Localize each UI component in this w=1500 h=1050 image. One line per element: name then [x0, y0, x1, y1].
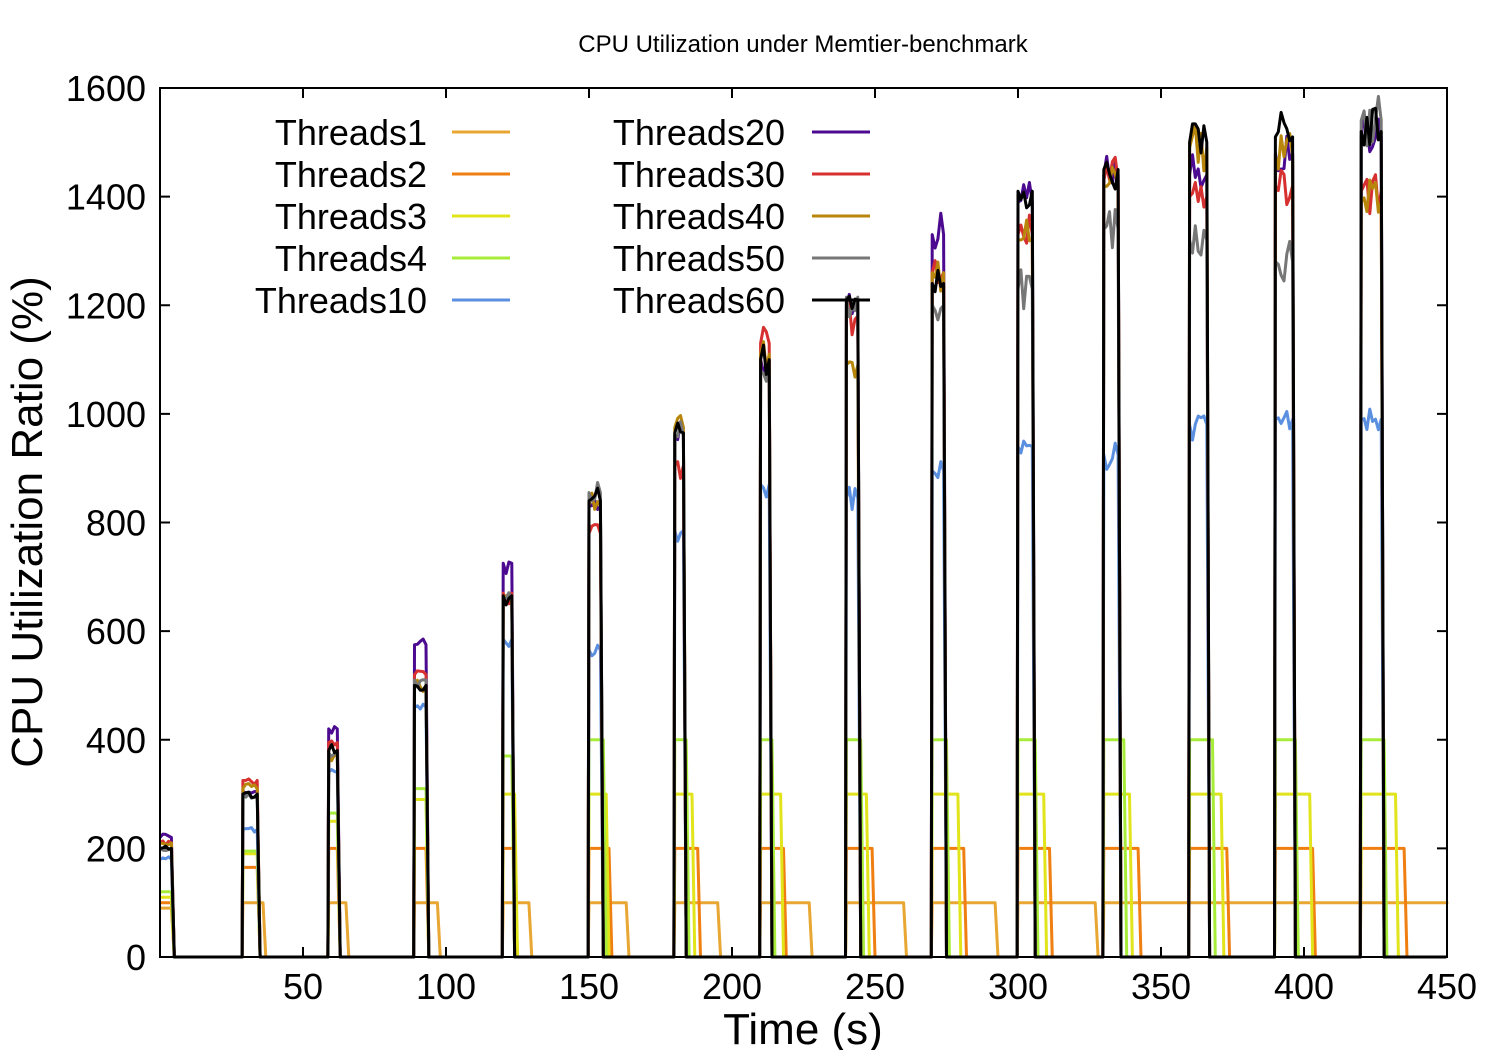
- y-tick-label: 1200: [66, 285, 146, 326]
- legend-label-threads60: Threads60: [613, 280, 785, 321]
- y-tick-label: 0: [126, 937, 146, 978]
- y-tick-label: 1600: [66, 68, 146, 109]
- y-tick-label: 400: [86, 720, 146, 761]
- chart-title: CPU Utilization under Memtier-benchmark: [578, 31, 1028, 58]
- x-tick-label: 200: [702, 966, 762, 1007]
- x-tick-label: 400: [1274, 966, 1334, 1007]
- legend-label-threads1: Threads1: [275, 112, 427, 153]
- x-tick-label: 100: [416, 966, 476, 1007]
- x-axis-label: Time (s): [723, 1005, 883, 1050]
- legend-label-threads30: Threads30: [613, 154, 785, 195]
- x-tick-label: 150: [559, 966, 619, 1007]
- series-lines: [158, 94, 1449, 959]
- legend-label-threads20: Threads20: [613, 112, 785, 153]
- y-tick-label: 800: [86, 503, 146, 544]
- plot-frame: [159, 87, 1448, 958]
- series-line-threads3: [160, 792, 1447, 959]
- y-tick-label: 200: [86, 828, 146, 869]
- x-tick-label: 300: [988, 966, 1048, 1007]
- x-tick-label: 250: [845, 966, 905, 1007]
- legend: Threads1Threads2Threads3Threads4Threads1…: [255, 112, 870, 321]
- legend-label-threads4: Threads4: [275, 238, 427, 279]
- legend-label-threads10: Threads10: [255, 280, 427, 321]
- y-tick-label: 1000: [66, 394, 146, 435]
- legend-label-threads3: Threads3: [275, 196, 427, 237]
- series-line-threads1: [160, 901, 1449, 959]
- y-tick-label: 600: [86, 611, 146, 652]
- y-axis-label: CPU Utilization Ratio (%): [3, 276, 52, 767]
- x-tick-label: 50: [283, 966, 323, 1007]
- x-tick-label: 450: [1417, 966, 1477, 1007]
- series-line-threads10: [159, 407, 1447, 959]
- series-line-threads4: [160, 738, 1447, 959]
- legend-label-threads50: Threads50: [613, 238, 785, 279]
- y-tick-label: 1400: [66, 177, 146, 218]
- legend-label-threads2: Threads2: [275, 154, 427, 195]
- series-line-threads60: [159, 106, 1447, 959]
- legend-label-threads40: Threads40: [613, 196, 785, 237]
- axis-ticks: 0 200 400 600 800 1000 1200 1400 1600 50 100 150 200…: [66, 68, 1477, 1007]
- x-tick-label: 350: [1131, 966, 1191, 1007]
